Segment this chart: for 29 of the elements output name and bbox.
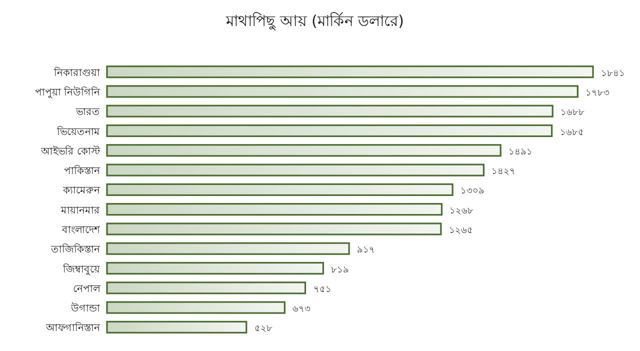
- data-label: ৯১৭: [357, 246, 376, 256]
- category-label: নেপাল: [73, 284, 100, 295]
- category-label: আফগানিস্তান: [46, 323, 100, 334]
- data-label: ১৬৮৫: [560, 128, 584, 138]
- data-label: ১৩০৯: [460, 186, 485, 197]
- category-label: ভিয়েতনাম: [57, 126, 100, 138]
- category-label: ক্যামেরুন: [63, 186, 100, 197]
- category-label: জিম্বাবুয়ে: [63, 264, 100, 276]
- data-label: ১৮৪১: [601, 68, 625, 79]
- category-label: নিকারাগুয়া: [54, 68, 100, 79]
- data-label: ১৪২৭: [492, 167, 516, 178]
- data-label: ৮১৯: [331, 265, 350, 276]
- data-label: ১২৬৮: [450, 206, 474, 216]
- category-label: পাপুয়া নিউগিনি: [34, 87, 100, 98]
- category-label: বাংলাদেশ: [62, 224, 100, 236]
- category-label: ভারত: [76, 107, 100, 118]
- title: মাথাপিছু আয় (মার্কিন ডলারে): [226, 12, 404, 30]
- data-label: ১৬৮৮: [560, 108, 585, 118]
- data-label: ১৪৯১: [508, 147, 533, 158]
- category-label: তাজিকিস্তান: [51, 244, 100, 256]
- data-label: ৫২৮: [254, 324, 272, 334]
- category-label: আইভরি কোস্ট: [40, 146, 100, 158]
- data-label: ৭৫১: [313, 284, 332, 295]
- data-label: ১২৬৫: [448, 226, 473, 236]
- category-label: পাকিস্তান: [64, 166, 100, 178]
- category-label: মায়ানমার: [61, 205, 100, 216]
- data-label: ৬৭৩: [292, 304, 311, 315]
- data-label: ১৭৮৩: [586, 88, 610, 98]
- category-label: উগান্ডা: [71, 304, 100, 315]
